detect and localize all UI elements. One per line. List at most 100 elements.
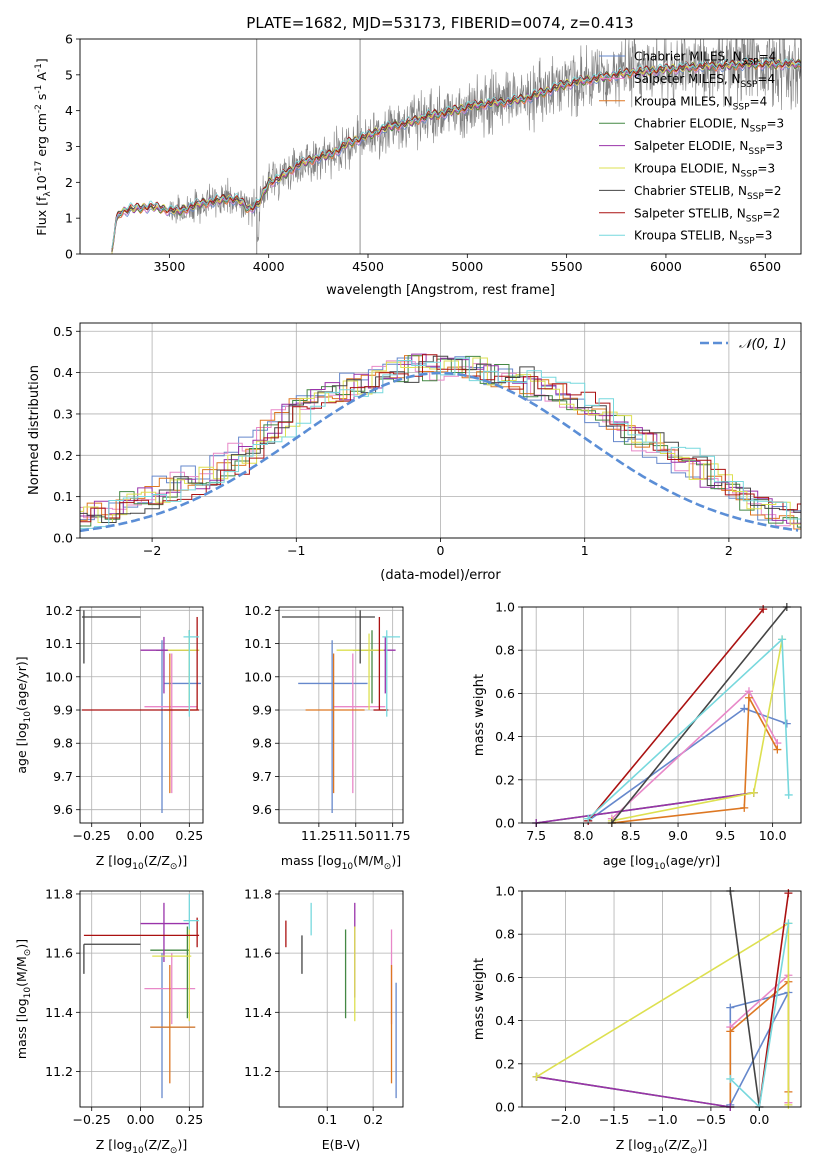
y-tick-label: 1 — [65, 211, 73, 226]
y-axis-label-part: age [log — [14, 722, 29, 773]
y-tick-label: 0.4 — [495, 729, 515, 744]
y-axis-label-part: λ — [43, 191, 53, 197]
x-axis-label-part: 10 — [652, 1146, 664, 1156]
x-tick-label: 7.5 — [526, 828, 546, 843]
histogram-2 — [80, 355, 801, 530]
x-axis-label-part: Z [log — [616, 1137, 652, 1152]
y-tick-label: 10.0 — [45, 669, 73, 684]
y-tick-label: 0.2 — [495, 772, 515, 787]
y-tick-label: 10.2 — [244, 603, 272, 618]
legend-label-part: =3 — [755, 229, 773, 243]
age-vs-mass-panel: 11.25 11.50 11.75 9.6 9.7 9.8 9.9 10.0 10.1 10.2 m… — [244, 603, 410, 872]
legend-label: Salpeter STELIB, NSSP=2 — [634, 206, 780, 224]
x-axis-label: (data-model)/error — [380, 568, 501, 583]
y-axis-label: mass [log10(M/M⊙)] — [14, 939, 33, 1059]
x-axis-label-part: )] — [177, 1137, 187, 1152]
plus-marker — [744, 693, 753, 702]
y-axis-label-part: )] — [14, 939, 29, 949]
legend-label: 𝒩(0, 1) — [739, 337, 786, 352]
legend-label: Kroupa MILES, NSSP=4 — [634, 94, 767, 112]
y-tick-label: 11.8 — [45, 886, 73, 901]
legend-label: Kroupa ELODIE, NSSP=3 — [634, 162, 775, 180]
x-axis-label: mass [log10(M/M⊙)] — [281, 853, 401, 872]
errorbar-point — [333, 653, 386, 794]
y-axis-label: Normed distribution — [27, 365, 42, 495]
legend-label: Salpeter MILES, NSSP=4 — [634, 72, 775, 90]
panels: 3500 4000 4500 5000 5500 6000 6500 0 1 2 3 4 5 6 Chabr… — [14, 32, 802, 1156]
errorbar-point — [373, 616, 389, 711]
x-axis-label: wavelength [Angstrom, rest frame] — [326, 283, 555, 298]
y-tick-label: 10.2 — [45, 603, 73, 618]
legend-label-part: Chabrier STELIB, N — [634, 184, 747, 198]
y-tick-label: 0.8 — [495, 643, 515, 658]
axes-frame — [278, 890, 404, 1108]
age-vs-Z-panel: −0.25 0.00 0.25 9.6 9.7 9.8 9.9 10.0 10.1 10.2 Z [… — [14, 603, 204, 872]
legend-label: Salpeter ELODIE, NSSP=3 — [634, 139, 783, 157]
model-line-8 — [111, 57, 801, 249]
y-tick-label: 9.6 — [252, 802, 272, 817]
legend-label-part: =4 — [757, 72, 775, 86]
x-tick-label: 6500 — [749, 259, 781, 274]
legend-label-part: SSP — [738, 237, 755, 247]
errorbar-point — [144, 653, 198, 794]
y-tick-label: 11.6 — [244, 946, 272, 961]
x-axis-label-part: 10 — [132, 1146, 144, 1156]
x-tick-label: −2 — [143, 543, 161, 558]
y-tick-label: 1.0 — [495, 884, 515, 899]
x-axis-label: Z [log10(Z/Z⊙)] — [96, 853, 187, 872]
y-tick-label: 0.4 — [495, 1013, 515, 1028]
x-axis-label-part: Z [log — [96, 853, 132, 868]
legend-label-part: Chabrier ELODIE, N — [634, 117, 750, 131]
mass-vs-ebv-panel: 0.1 0.2 11.2 11.4 11.6 11.8 E(B-V) — [244, 886, 404, 1152]
x-tick-label: 10.0 — [759, 828, 787, 843]
y-tick-label: 0.1 — [53, 489, 73, 504]
x-tick-label: 11.50 — [338, 828, 374, 843]
x-tick-label: 3500 — [153, 259, 185, 274]
legend-label-part: SSP — [747, 192, 764, 202]
y-tick-label: 0.2 — [495, 1056, 515, 1071]
errorbar-point — [83, 917, 200, 948]
model-line-4 — [111, 59, 801, 254]
plus-marker — [784, 1100, 793, 1109]
x-axis-label-part: )] — [177, 853, 187, 868]
x-tick-label: 9.5 — [715, 828, 735, 843]
legend-label-part: Salpeter STELIB, N — [634, 206, 746, 220]
errorbar-point — [382, 630, 401, 717]
errorbar-point — [81, 616, 200, 711]
legend-label-part: Kroupa STELIB, N — [634, 229, 738, 243]
x-tick-label: −0.5 — [696, 1112, 726, 1127]
y-tick-label: 2 — [65, 175, 73, 190]
errorbar-point — [150, 926, 190, 1019]
legend-label-part: SSP — [741, 80, 758, 90]
y-tick-label: 9.8 — [252, 736, 272, 751]
histogram-7 — [80, 354, 801, 523]
histogram-6 — [80, 355, 801, 523]
x-axis-label: E(B-V) — [322, 1137, 361, 1152]
plus-marker — [726, 1027, 735, 1036]
y-axis-label-part: 10 — [23, 987, 33, 999]
y-tick-label: 0.0 — [53, 531, 73, 546]
y-tick-label: 9.7 — [252, 769, 272, 784]
x-axis-label-part: (Z/Z — [664, 1137, 690, 1152]
axes-frame — [79, 606, 204, 824]
errorbar-point — [140, 902, 190, 963]
y-tick-label: 0.5 — [53, 324, 73, 339]
legend-label-part: SSP — [741, 170, 758, 180]
series-line — [587, 608, 764, 822]
histogram-8 — [80, 357, 801, 529]
legend-label-part: SSP — [746, 214, 763, 224]
y-axis-label: mass weight — [472, 674, 487, 756]
x-axis-label-part: Z [log — [96, 1137, 132, 1152]
y-axis-label-part: 10 — [23, 711, 33, 723]
y-axis-label-part: s — [34, 94, 49, 105]
y-tick-label: 10.1 — [45, 636, 73, 651]
x-axis-label-part: )] — [697, 1137, 707, 1152]
plus-marker — [784, 790, 793, 799]
y-axis-label-part: (age/yr)] — [14, 656, 29, 711]
plus-marker — [773, 745, 782, 754]
x-axis-label: age [log10(age/yr)] — [603, 853, 720, 872]
x-axis-label-part: ⊙ — [170, 862, 178, 872]
x-tick-label: 5000 — [451, 259, 483, 274]
legend-label-part: Salpeter MILES, N — [634, 72, 741, 86]
plus-marker — [782, 719, 791, 728]
